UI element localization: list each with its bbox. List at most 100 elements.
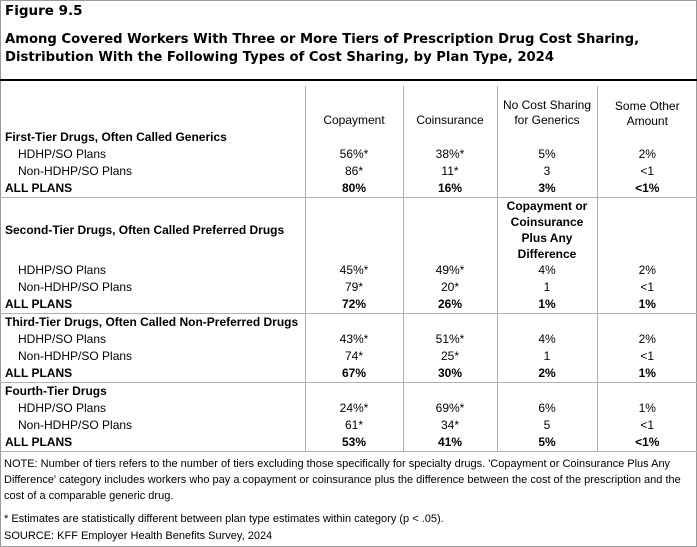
table-row: Non-HDHP/SO Plans 61* 34* 5 <1 xyxy=(0,417,697,434)
table-cell: <1 xyxy=(596,348,697,365)
empty-cell xyxy=(402,313,497,331)
table-cell: 2% xyxy=(596,146,697,163)
table-cell: 4% xyxy=(496,331,597,348)
table-cell: 49%* xyxy=(402,262,497,279)
row-label: HDHP/SO Plans xyxy=(18,263,107,277)
section-col3-header: Copayment or Coinsurance Plus Any Differ… xyxy=(506,199,588,261)
table-row: Non-HDHP/SO Plans 86* 11* 3 <1 xyxy=(0,163,697,180)
table-cell: 2% xyxy=(496,365,597,383)
significance-note: * Estimates are statistically different … xyxy=(4,513,444,525)
table-cell: 1% xyxy=(596,296,697,314)
row-label: Non-HDHP/SO Plans xyxy=(18,418,133,432)
table-cell: 45%* xyxy=(304,262,403,279)
table-row: Non-HDHP/SO Plans 74* 25* 1 <1 xyxy=(0,348,697,365)
table-cell: 1 xyxy=(496,348,597,365)
table-row: Non-HDHP/SO Plans 79* 20* 1 <1 xyxy=(0,279,697,296)
title-divider xyxy=(0,79,697,81)
table-cell: 34* xyxy=(402,417,497,434)
row-label: ALL PLANS xyxy=(0,365,305,383)
row-label: Non-HDHP/SO Plans xyxy=(18,349,133,363)
empty-cell xyxy=(304,313,403,331)
row-label: ALL PLANS xyxy=(0,434,305,452)
table-cell: 26% xyxy=(402,296,497,314)
table-cell: 1% xyxy=(596,400,697,417)
section-header-row: Third-Tier Drugs, Often Called Non-Prefe… xyxy=(0,313,697,331)
empty-cell xyxy=(496,382,597,400)
row-label: ALL PLANS xyxy=(0,296,305,314)
row-label: HDHP/SO Plans xyxy=(18,147,107,161)
section-header-row: Second-Tier Drugs, Often Called Preferre… xyxy=(0,197,697,262)
empty-cell xyxy=(402,129,497,146)
table-cell: <1 xyxy=(596,279,697,296)
row-label: Non-HDHP/SO Plans xyxy=(18,164,133,178)
all-plans-row: ALL PLANS 80% 16% 3% <1% xyxy=(0,180,697,198)
col-header-other-amount: Some Other Amount xyxy=(596,86,697,129)
table-cell: 1 xyxy=(496,279,597,296)
table-row: HDHP/SO Plans 45%* 49%* 4% 2% xyxy=(0,262,697,279)
section-title: First-Tier Drugs, Often Called Generics xyxy=(5,130,227,144)
col-header-copayment: Copayment xyxy=(304,86,403,129)
empty-cell xyxy=(304,197,403,262)
section-title: Second-Tier Drugs, Often Called Preferre… xyxy=(5,222,285,237)
empty-cell xyxy=(596,197,697,262)
section-header-row: Fourth-Tier Drugs xyxy=(0,382,697,400)
empty-cell xyxy=(402,382,497,400)
table-cell: <1% xyxy=(596,180,697,198)
row-label: ALL PLANS xyxy=(0,180,305,198)
table-cell: 3% xyxy=(496,180,597,198)
table-cell: 43%* xyxy=(304,331,403,348)
header-row: Copayment Coinsurance No Cost Sharing fo… xyxy=(0,86,697,129)
table-cell: 5% xyxy=(496,146,597,163)
table-cell: 6% xyxy=(496,400,597,417)
table-row: HDHP/SO Plans 24%* 69%* 6% 1% xyxy=(0,400,697,417)
empty-cell xyxy=(402,197,497,262)
all-plans-row: ALL PLANS 72% 26% 1% 1% xyxy=(0,296,697,314)
table-cell: 3 xyxy=(496,163,597,180)
empty-cell xyxy=(596,129,697,146)
source-text: SOURCE: KFF Employer Health Benefits Sur… xyxy=(4,530,273,542)
header-blank xyxy=(0,86,305,129)
table-cell: 38%* xyxy=(402,146,497,163)
table-cell: 51%* xyxy=(402,331,497,348)
section-title: Fourth-Tier Drugs xyxy=(5,384,107,398)
col-header-coinsurance: Coinsurance xyxy=(402,86,497,129)
table-row: HDHP/SO Plans 56%* 38%* 5% 2% xyxy=(0,146,697,163)
note-text: NOTE: Number of tiers refers to the numb… xyxy=(4,458,681,502)
empty-cell xyxy=(304,382,403,400)
table-cell: 74* xyxy=(304,348,403,365)
table-cell: 20* xyxy=(402,279,497,296)
all-plans-row: ALL PLANS 67% 30% 2% 1% xyxy=(0,365,697,383)
section-header-row: First-Tier Drugs, Often Called Generics xyxy=(0,129,697,146)
table-cell: 79* xyxy=(304,279,403,296)
figure-label: Figure 9.5 xyxy=(5,3,83,19)
empty-cell xyxy=(596,382,697,400)
cost-sharing-table: Copayment Coinsurance No Cost Sharing fo… xyxy=(0,86,697,452)
table-cell: 56%* xyxy=(304,146,403,163)
empty-cell xyxy=(496,129,597,146)
table-cell: 16% xyxy=(402,180,497,198)
table-cell: 80% xyxy=(304,180,403,198)
table-cell: 61* xyxy=(304,417,403,434)
table-cell: 67% xyxy=(304,365,403,383)
table-cell: <1% xyxy=(596,434,697,452)
all-plans-row: ALL PLANS 53% 41% 5% <1% xyxy=(0,434,697,452)
table-cell: <1 xyxy=(596,163,697,180)
table-row: HDHP/SO Plans 43%* 51%* 4% 2% xyxy=(0,331,697,348)
table-cell: 41% xyxy=(402,434,497,452)
table-cell: 53% xyxy=(304,434,403,452)
row-label: Non-HDHP/SO Plans xyxy=(18,280,133,294)
section-title: Third-Tier Drugs, Often Called Non-Prefe… xyxy=(5,315,299,329)
table-cell: 4% xyxy=(496,262,597,279)
empty-cell xyxy=(304,129,403,146)
table-cell: 69%* xyxy=(402,400,497,417)
table-cell: 2% xyxy=(596,331,697,348)
table-cell: 25* xyxy=(402,348,497,365)
table-cell: 86* xyxy=(304,163,403,180)
table-cell: 5 xyxy=(496,417,597,434)
table-cell: 24%* xyxy=(304,400,403,417)
empty-cell xyxy=(596,313,697,331)
table-cell: 72% xyxy=(304,296,403,314)
table-cell: 30% xyxy=(402,365,497,383)
empty-cell xyxy=(496,313,597,331)
col-header-no-cost-sharing: No Cost Sharing for Generics xyxy=(496,86,597,129)
